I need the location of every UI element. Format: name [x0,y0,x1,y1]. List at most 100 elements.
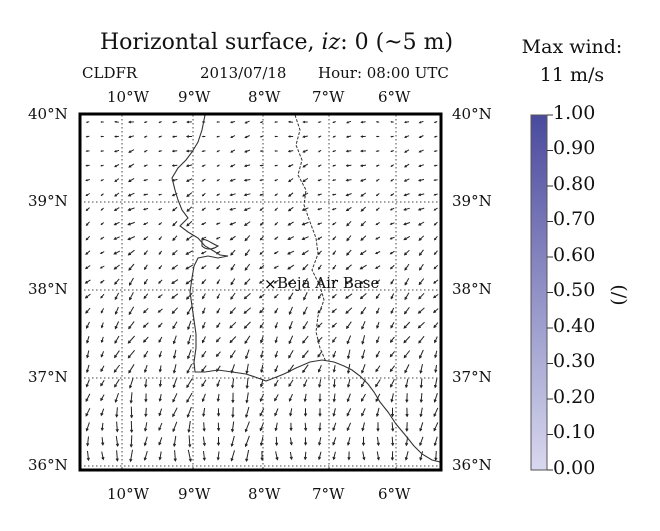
wind-arrowhead [346,237,350,242]
wind-arrowhead [84,280,88,284]
wind-arrowhead [172,237,176,242]
wind-arrowhead [403,325,407,329]
wind-arrowhead [114,399,118,403]
wind-arrowhead [100,194,103,196]
wind-arrowhead [361,398,364,402]
wind-arrowhead [259,193,262,196]
wind-arrowhead [345,178,349,182]
wind-arrowhead [404,370,408,374]
wind-arrow [144,436,148,446]
wind-arrow [391,436,394,446]
wind-arrowhead [243,178,247,182]
wind-arrowhead [100,237,103,240]
wind-arrow [187,406,192,418]
wind-arrowhead [360,208,364,212]
wind-arrowhead [202,457,206,462]
colorbar-tick-label: 0.80 [553,173,596,195]
wind-arrow [287,236,295,240]
wind-arrowhead [418,150,422,153]
wind-arrowhead [85,135,88,138]
wind-arrowhead [216,135,219,138]
wind-arrowhead [229,193,233,197]
wind-arrowhead [390,281,394,285]
wind-arrow [86,321,90,329]
wind-arrow [318,451,322,460]
wind-arrowhead [186,414,190,418]
wind-arrowhead [317,135,320,138]
wind-arrow [128,335,135,344]
colorbar-tick-label: 0.30 [553,350,596,372]
wind-arrowhead [143,281,147,285]
wind-arrow [86,379,90,387]
wind-arrowhead [115,458,119,462]
wind-arrowhead [100,208,103,211]
wind-arrow [347,436,351,446]
wind-arrow [333,451,336,460]
wind-arrowhead [143,193,146,196]
wind-arrow [186,363,193,374]
wind-arrowhead [419,399,423,403]
wind-arrowhead [433,266,437,270]
wind-arrow [187,449,192,462]
wind-arrowhead [433,442,437,447]
wind-arrowhead [403,339,407,344]
wind-arrowhead [332,135,335,138]
wind-arrow [101,451,104,460]
wind-arrowhead [404,384,409,389]
wind-arrowhead [186,399,190,403]
wind-arrowhead [288,179,291,183]
wind-arrowhead [434,354,438,359]
wind-arrowhead [216,266,219,270]
wind-arrowhead [244,237,248,242]
wind-arrowhead [216,179,219,182]
wind-arrowhead [142,324,147,328]
wind-arrowhead [243,310,247,314]
wind-arrowhead [215,222,219,225]
wind-arrowhead [404,282,408,286]
wind-arrowhead [85,237,89,241]
wind-arrowhead [215,353,219,358]
wind-arrowhead [403,222,407,226]
wind-arrowhead [433,237,437,241]
wind-arrowhead [114,179,118,182]
wind-arrow [403,321,411,329]
wind-arrow [434,393,438,402]
wind-arrowhead [331,193,335,196]
wind-arrow [361,393,366,402]
wind-arrow [101,422,104,431]
wind-arrow [404,292,410,300]
wind-arrow [202,321,206,329]
wind-arrow [289,321,293,329]
wind-arrowhead [403,207,407,211]
wind-arrow [244,278,251,285]
wind-arrowhead [361,341,365,345]
wind-arrowhead [127,237,131,241]
wind-arrowhead [332,252,336,256]
wind-arrowhead [230,281,234,286]
model-label: CLDFR [82,64,138,82]
wind-arrowhead [360,120,364,124]
wind-arrowhead [376,339,380,344]
wind-arrowhead [347,457,351,461]
wind-arrow [361,364,366,373]
wind-arrowhead [186,223,190,227]
lat-label-right: 39°N [452,192,492,210]
wind-arrowhead [143,369,148,373]
wind-arrow [127,236,136,240]
wind-arrow [433,407,439,417]
wind-arrow [376,407,380,417]
wind-arrowhead [303,456,308,461]
wind-arrowhead [129,429,134,434]
wind-arrowhead [303,427,308,432]
colorbar-tick-label: 0.50 [553,279,596,301]
wind-arrowhead [403,311,408,315]
wind-arrowhead [142,208,146,211]
wind-arrowhead [244,267,248,271]
wind-arrow [202,393,206,402]
wind-arrow [128,207,135,211]
wind-arrowhead [332,369,336,373]
wind-arrowhead [201,398,205,403]
wind-arrow [360,293,367,299]
wind-arrowhead [172,399,176,403]
wind-arrowhead [100,295,103,299]
